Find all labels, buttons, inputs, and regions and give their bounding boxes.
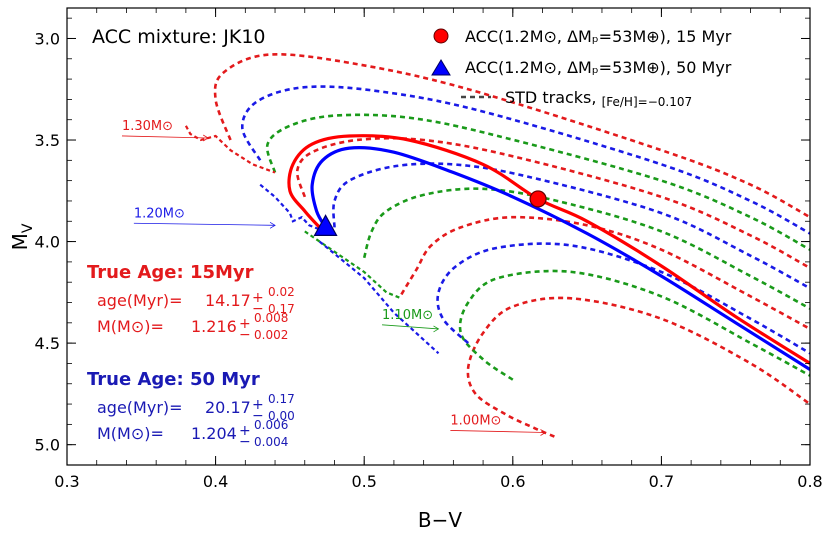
annotation-15myr-heading: True Age: 15Myr bbox=[87, 262, 254, 283]
std-track-8 bbox=[240, 85, 810, 235]
std-track-0 bbox=[466, 296, 810, 438]
annotation-15myr-age-minus-sign: − bbox=[252, 301, 264, 317]
annotation-15myr-mass-plus-sign: + bbox=[239, 316, 251, 332]
legend-label-std-feh: [Fe/H]=−0.107 bbox=[602, 95, 693, 109]
x-tick-label-2: 0.5 bbox=[351, 472, 376, 491]
markers-layer bbox=[313, 190, 547, 236]
y-axis-title-sub: V bbox=[20, 223, 36, 233]
mass-arrowhead-2 bbox=[433, 325, 440, 333]
annotation-15myr: True Age: 15Myr age(Myr)= 14.17 + 0.02 −… bbox=[87, 262, 295, 343]
std-track-3 bbox=[400, 215, 810, 331]
annotation-50myr-mass-minus-sign: − bbox=[239, 434, 251, 450]
mass-label-1: 1.20M⊙ bbox=[134, 206, 185, 221]
marker-1 bbox=[313, 214, 338, 236]
annotation-50myr-mass-plus-sign: + bbox=[239, 423, 251, 439]
hook-track-0 bbox=[184, 125, 276, 174]
y-axis-title-main: M bbox=[8, 233, 32, 250]
annotation-15myr-mass-label: M(M⊙)= bbox=[97, 317, 164, 336]
std-track-7 bbox=[265, 113, 810, 251]
annotation-15myr-mass-plus: 0.008 bbox=[254, 311, 288, 325]
legend-label-50myr: ACC(1.2M⊙, ΔMₚ=53M⊕), 50 Myr bbox=[465, 58, 732, 77]
annotation-50myr: True Age: 50 Myr age(Myr)= 20.17 + 0.17 … bbox=[87, 369, 295, 450]
annotation-50myr-mass-plus: 0.006 bbox=[254, 418, 288, 432]
std-track-2 bbox=[436, 242, 810, 355]
mass-label-2: 1.10M⊙ bbox=[382, 308, 433, 323]
annotation-50myr-age-plus: 0.17 bbox=[268, 392, 295, 406]
axes-layer: 0.3 0.4 0.5 0.6 0.7 0.8 3.0 3.5 4.0 4.5 5.0 bbox=[35, 8, 823, 491]
x-tick-label-5: 0.8 bbox=[797, 472, 822, 491]
hook-track-3 bbox=[318, 240, 440, 355]
mass-arrow-0 bbox=[121, 135, 209, 139]
annotation-50myr-age-minus: 0.00 bbox=[268, 409, 295, 423]
std-track-5 bbox=[332, 162, 810, 290]
acc-series-layer bbox=[287, 134, 810, 371]
legend-marker-circle bbox=[433, 28, 449, 44]
std-tracks-layer bbox=[184, 53, 810, 438]
mass-arrowhead-3 bbox=[540, 429, 547, 436]
x-tick-label-4: 0.7 bbox=[649, 472, 674, 491]
annotation-50myr-heading: True Age: 50 Myr bbox=[87, 369, 260, 390]
annotation-50myr-age-plus-sign: + bbox=[252, 397, 264, 413]
x-tick-label-3: 0.6 bbox=[500, 472, 525, 491]
mass-arrow-3 bbox=[450, 430, 546, 433]
legend-marker-triangle bbox=[431, 59, 451, 76]
std-track-4 bbox=[362, 187, 810, 310]
x-tick-label-1: 0.4 bbox=[203, 472, 228, 491]
legend: ACC(1.2M⊙, ΔMₚ=53M⊕), 15 Myr ACC(1.2M⊙, … bbox=[431, 27, 732, 109]
y-tick-label-1: 3.5 bbox=[35, 131, 60, 150]
annotation-15myr-age-plus-sign: + bbox=[252, 290, 264, 306]
mass-arrowhead-0 bbox=[202, 134, 209, 142]
mass-arrow-1 bbox=[133, 222, 276, 226]
hook-track-1 bbox=[259, 183, 321, 231]
legend-label-std-main: STD tracks, bbox=[505, 88, 596, 107]
acc-series-1 bbox=[310, 146, 810, 371]
annotation-50myr-mass-minus: 0.004 bbox=[254, 435, 288, 449]
annotation-50myr-mass-label: M(M⊙)= bbox=[97, 424, 164, 443]
y-tick-label-0: 3.0 bbox=[35, 29, 60, 48]
annotation-50myr-age-value: 20.17 bbox=[205, 398, 251, 417]
mass-arrow-2 bbox=[382, 324, 439, 330]
acc-series-0 bbox=[287, 134, 810, 365]
y-tick-label-2: 4.0 bbox=[35, 233, 60, 252]
annotation-50myr-mass-value: 1.204 bbox=[191, 424, 237, 443]
annotation-15myr-mass-minus-sign: − bbox=[239, 327, 251, 343]
mass-labels-layer: 1.30M⊙ 1.20M⊙ 1.10M⊙ 1.00M⊙ bbox=[121, 119, 547, 436]
annotation-15myr-age-minus: 0.17 bbox=[268, 302, 295, 316]
legend-label-std: STD tracks, [Fe/H]=−0.107 bbox=[505, 88, 692, 109]
mass-arrowhead-1 bbox=[269, 221, 276, 229]
annotation-15myr-mass-value: 1.216 bbox=[191, 317, 237, 336]
std-track-6 bbox=[295, 136, 810, 270]
y-axis-title: MV bbox=[8, 223, 36, 250]
annotation-15myr-age-label: age(Myr)= bbox=[97, 291, 183, 310]
x-tick-label-0: 0.3 bbox=[54, 472, 79, 491]
chart-title: ACC mixture: JK10 bbox=[92, 26, 266, 48]
legend-label-15myr: ACC(1.2M⊙, ΔMₚ=53M⊕), 15 Myr bbox=[465, 27, 732, 46]
std-track-1 bbox=[458, 269, 810, 381]
svg-text:MV: MV bbox=[8, 223, 36, 250]
x-axis-title: B−V bbox=[418, 508, 462, 532]
y-tick-label-4: 5.0 bbox=[35, 436, 60, 455]
plot-frame bbox=[66, 7, 811, 466]
marker-0 bbox=[529, 190, 547, 208]
mass-label-3: 1.00M⊙ bbox=[450, 413, 501, 428]
std-track-9 bbox=[213, 53, 810, 219]
mass-label-0: 1.30M⊙ bbox=[122, 119, 173, 134]
hook-track-2 bbox=[304, 230, 402, 300]
annotation-15myr-age-plus: 0.02 bbox=[268, 285, 295, 299]
annotation-15myr-mass-minus: 0.002 bbox=[254, 328, 288, 342]
annotation-50myr-age-minus-sign: − bbox=[252, 408, 264, 424]
y-tick-label-3: 4.5 bbox=[35, 334, 60, 353]
annotation-15myr-age-value: 14.17 bbox=[205, 291, 251, 310]
annotation-50myr-age-label: age(Myr)= bbox=[97, 398, 183, 417]
